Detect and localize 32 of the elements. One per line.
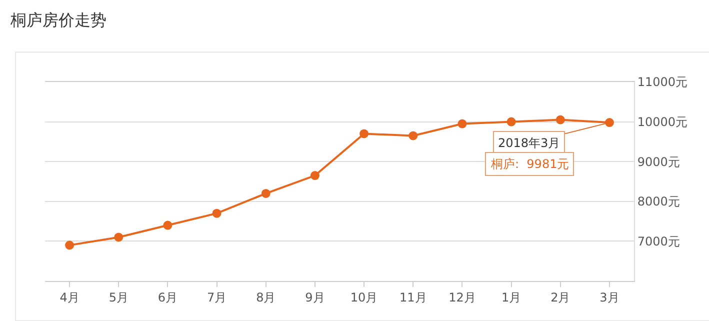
point bbox=[506, 117, 516, 126]
x-tick-label: 9月 bbox=[305, 290, 325, 304]
x-tick-label: 6月 bbox=[158, 290, 178, 304]
point bbox=[556, 115, 565, 124]
y-tick-label: 9000元 bbox=[637, 154, 680, 169]
point bbox=[458, 119, 467, 128]
point bbox=[114, 232, 124, 242]
point bbox=[408, 131, 418, 140]
x-tick-label: 8月 bbox=[256, 290, 276, 304]
y-tick-label: 8000元 bbox=[637, 194, 680, 209]
point bbox=[604, 118, 614, 128]
x-tick-label: 4月 bbox=[60, 290, 80, 304]
x-tick-label: 3月 bbox=[600, 290, 620, 304]
x-tick-label: 12月 bbox=[448, 290, 476, 304]
chart-title: 桐庐房价走势 bbox=[10, 10, 107, 30]
x-tick-label: 2月 bbox=[550, 290, 570, 304]
x-tick-label: 11月 bbox=[399, 290, 427, 304]
annotation: 2018年3月 bbox=[498, 136, 560, 150]
x-tick-label: 7月 bbox=[206, 290, 227, 304]
x-tick-label: 1月 bbox=[501, 290, 522, 304]
annotation: 桐庐: 9981元 bbox=[490, 157, 570, 171]
point bbox=[360, 129, 369, 138]
y-tick-label: 10000元 bbox=[637, 115, 688, 129]
point bbox=[163, 220, 172, 230]
y-tick-label: 11000元 bbox=[637, 75, 688, 90]
y-tick-label: 7000元 bbox=[637, 234, 680, 248]
point bbox=[212, 208, 222, 218]
point bbox=[261, 188, 270, 198]
point bbox=[310, 171, 320, 180]
x-tick-label: 10月 bbox=[350, 290, 378, 304]
x-tick-label: 5月 bbox=[108, 290, 128, 304]
point bbox=[65, 240, 74, 250]
